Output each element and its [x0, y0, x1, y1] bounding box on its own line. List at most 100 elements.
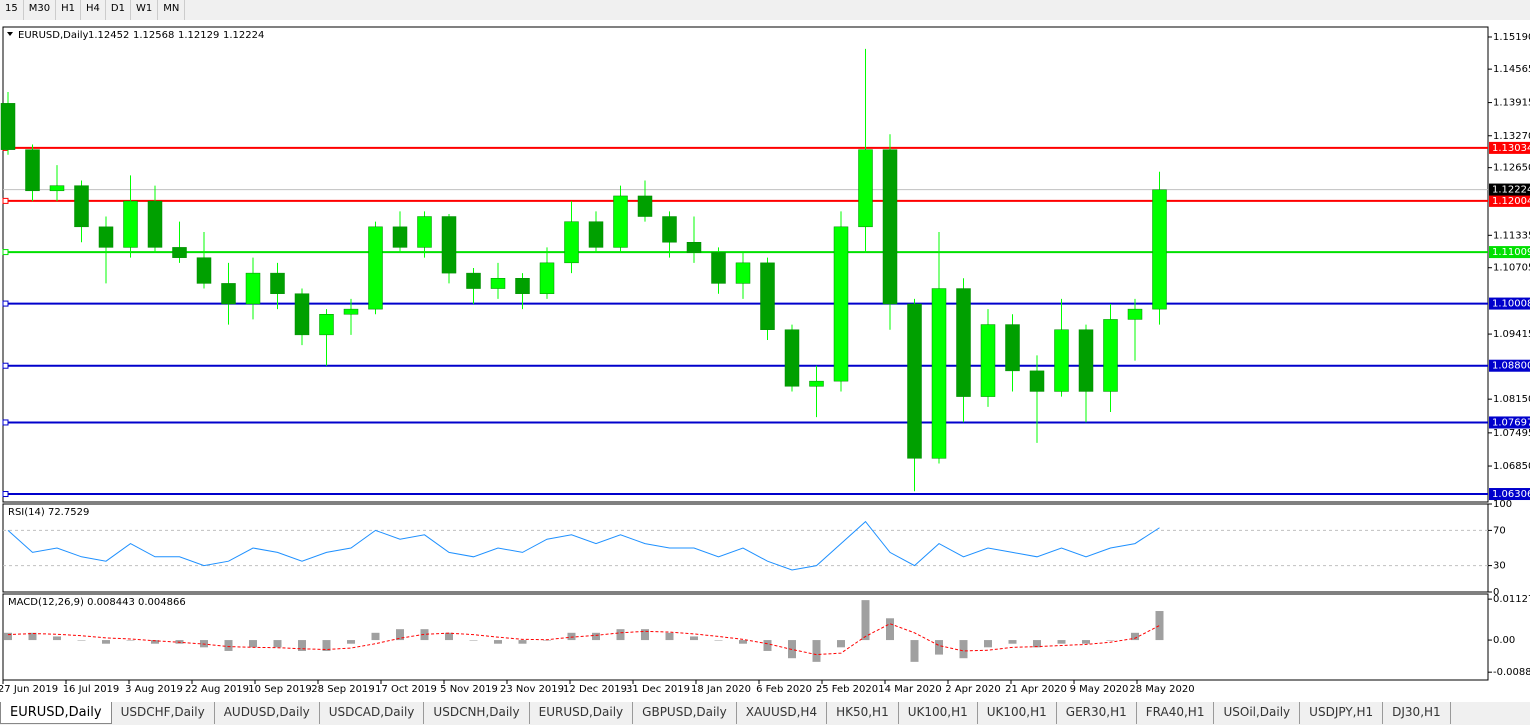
chart-tab[interactable]: USDCHF,Daily — [112, 702, 215, 724]
candle-body — [0, 103, 16, 150]
chart-tab[interactable]: EURUSD,Daily — [530, 702, 634, 724]
macd-bar — [861, 600, 870, 641]
x-tick-label: 17 Oct 2019 — [375, 684, 437, 695]
chart-tab[interactable]: USOil,Daily — [1214, 702, 1301, 724]
candle-body — [221, 283, 236, 305]
macd-bar — [102, 640, 110, 644]
chart-tab[interactable]: XAUUSD,H4 — [737, 702, 828, 724]
timeframe-button[interactable]: W1 — [131, 0, 159, 20]
level-label-box — [1489, 416, 1530, 429]
candle-body — [417, 216, 432, 248]
candle-body — [392, 226, 408, 248]
chart-tab[interactable]: UK100,H1 — [899, 702, 978, 724]
macd-bar — [1155, 611, 1164, 641]
candle-body — [711, 252, 726, 284]
candle-body — [1054, 329, 1069, 392]
candle-body — [466, 272, 481, 289]
level-label: 1.07697 — [1492, 417, 1530, 428]
x-tick-label: 14 Mar 2020 — [878, 684, 941, 695]
y-tick-label: 0.011277 — [1493, 594, 1530, 605]
chart-tab[interactable]: UK100,H1 — [978, 702, 1057, 724]
level-label: 1.12004 — [1492, 196, 1530, 207]
timeframe-button[interactable]: 15 — [0, 0, 24, 20]
y-tick-label: 1.11335 — [1493, 230, 1530, 241]
chart-tab[interactable]: GER30,H1 — [1057, 702, 1137, 724]
candle-body — [123, 200, 138, 248]
candle-body — [735, 262, 751, 284]
macd-bar — [641, 629, 649, 641]
candle-body — [564, 221, 579, 264]
x-tick-label: 12 Dec 2019 — [563, 684, 627, 695]
macd-bar — [616, 629, 625, 641]
x-tick-label: 28 Sep 2019 — [311, 684, 374, 695]
chart-tab[interactable]: USDJPY,H1 — [1300, 702, 1384, 724]
level-label: 1.06306 — [1492, 489, 1530, 500]
y-tick-label: 1.14565 — [1493, 64, 1530, 75]
level-marker — [2, 249, 9, 256]
macd-bar — [53, 636, 61, 641]
timeframe-button[interactable]: M30 — [24, 0, 57, 20]
current-price-box — [1489, 183, 1530, 196]
y-tick-label: 30 — [1493, 561, 1506, 572]
macd-bar — [910, 640, 919, 662]
macd-bar — [763, 640, 772, 651]
candle-body — [343, 308, 359, 315]
candle-body — [907, 303, 922, 459]
level-marker — [2, 197, 9, 204]
y-tick-label: 0 — [1493, 587, 1499, 598]
timeframe-button[interactable]: H1 — [56, 0, 81, 20]
timeframe-button[interactable]: D1 — [106, 0, 131, 20]
macd-bar — [518, 640, 527, 644]
macd-bar — [396, 629, 404, 641]
x-tick-label: 10 Sep 2019 — [248, 684, 311, 695]
candle-body — [784, 329, 800, 387]
chart-tab[interactable]: AUDUSD,Daily — [215, 702, 320, 724]
level-label-box — [1489, 141, 1530, 154]
x-tick-label: 27 Jun 2019 — [0, 684, 58, 695]
chart-tab[interactable]: EURUSD,Daily — [0, 702, 112, 724]
candle-body — [956, 288, 971, 397]
chart-tab[interactable]: USDCAD,Daily — [320, 702, 425, 724]
y-tick-label: 70 — [1493, 525, 1506, 536]
macd-bar — [1057, 640, 1066, 644]
macd-bar — [886, 618, 894, 641]
level-marker — [2, 300, 9, 307]
macd-bar — [420, 629, 429, 641]
chart-tab[interactable]: FRA40,H1 — [1137, 702, 1215, 724]
candle-body — [882, 149, 898, 305]
chart-tab[interactable]: HK50,H1 — [827, 702, 899, 724]
candle-body — [980, 324, 996, 397]
macd-bar — [445, 632, 453, 641]
macd-bar — [4, 632, 12, 641]
y-tick-label: 1.08150 — [1493, 394, 1530, 405]
chart-tab[interactable]: USDCNH,Daily — [424, 702, 530, 724]
candle-body — [74, 185, 89, 228]
macd-bar — [665, 632, 674, 641]
chart-tab[interactable]: GBPUSD,Daily — [633, 702, 737, 724]
level-marker — [2, 419, 9, 426]
x-tick-label: 16 Jul 2019 — [63, 684, 120, 695]
x-tick-label: 5 Nov 2019 — [440, 684, 498, 695]
candle-body — [196, 257, 212, 284]
candle-body — [1152, 189, 1167, 310]
y-tick-label: 1.06850 — [1493, 461, 1530, 472]
timeframe-button[interactable]: H4 — [81, 0, 106, 20]
timeframe-button[interactable]: MN — [158, 0, 186, 20]
macd-bar — [371, 632, 380, 641]
chart-background — [0, 20, 1530, 702]
macd-bar — [837, 640, 845, 648]
macd-bar — [1082, 640, 1090, 644]
ohlc-header-value: 1.12129 — [178, 30, 219, 41]
candle-body — [539, 262, 555, 294]
candle-body — [637, 195, 653, 217]
macd-bar — [322, 640, 331, 651]
macd-bar — [28, 632, 37, 641]
candle-body — [25, 149, 40, 192]
macd-bar — [984, 640, 992, 648]
level-label: 1.10008 — [1492, 299, 1530, 310]
level-label-box — [1489, 194, 1530, 207]
chart-tab[interactable]: DJ30,H1 — [1383, 702, 1451, 724]
candle-body — [833, 226, 849, 382]
macd-bar — [249, 640, 257, 648]
